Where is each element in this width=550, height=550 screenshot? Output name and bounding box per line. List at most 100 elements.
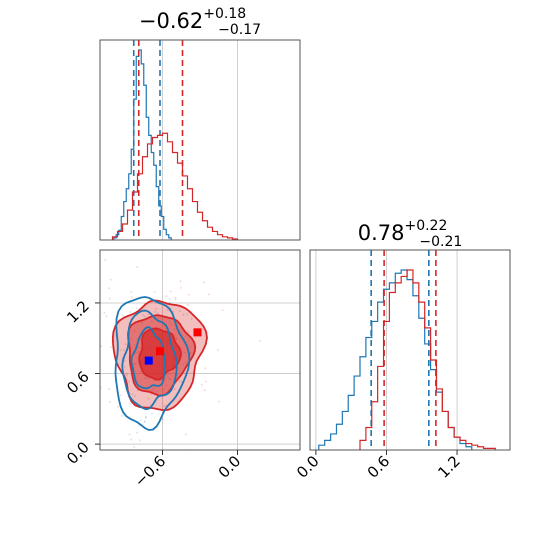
title-lower: −0.17 [218,22,261,38]
joint-sample-point [136,431,139,434]
joint-sample-point [139,419,142,422]
y-marginal-tick-label: 1.2 [434,452,464,482]
joint-sample-point [221,309,224,312]
panel-joint: −0.6 0.0 0.0 0.6 1.2 [63,242,301,495]
joint-sample-point [124,343,127,346]
joint-sample-point [190,317,193,320]
joint-sample-point [143,421,146,424]
joint-contour-1 [130,326,166,390]
joint-sample-point [108,287,111,290]
joint-sample-point [203,281,206,284]
joint-sample-point [182,313,185,316]
joint-sample-point [143,315,146,318]
joint-sample-point [169,290,172,293]
joint-sample-point [165,295,168,298]
joint-marker [144,356,153,365]
joint-sample-point [133,395,136,398]
joint-sample-point [153,242,155,244]
joint-sample-point [147,397,150,400]
joint-y-tick-label: 0.6 [63,368,93,398]
joint-sample-point [121,414,124,417]
joint-sample-point [110,346,113,349]
joint-sample-point [125,374,128,377]
joint-sample-point [143,420,146,423]
joint-sample-point [203,389,206,392]
joint-sample-point [174,298,177,301]
joint-sample-point [147,313,150,316]
joint-sample-point [108,297,111,300]
joint-sample-point [166,308,169,311]
joint-y-tick-label: 0.0 [63,438,93,468]
joint-sample-point [128,433,131,436]
joint-sample-point [130,438,133,441]
joint-sample-point [121,314,124,317]
joint-sample-point [207,293,210,296]
joint-sample-point [123,359,126,362]
joint-sample-point [204,367,207,370]
joint-sample-point [122,348,125,351]
title-value: −0.62 [139,9,203,33]
joint-sample-point [179,310,182,313]
joint-sample-point [103,311,106,314]
joint-sample-point [179,286,182,289]
joint-sample-point [205,380,208,383]
joint-sample-point [144,416,147,419]
panel-y-marginal: 0.0 0.6 1.2 0.78+0.22 −0.21 [293,218,511,482]
joint-sample-point [186,303,189,306]
joint-sample-point [136,265,139,268]
joint-sample-point [153,291,156,294]
joint-sample-point [154,310,157,313]
title-upper: +0.18 [203,6,246,22]
joint-x-tick-label: 0.0 [215,452,245,482]
title-value: 0.78 [358,221,405,245]
joint-sample-point [184,433,187,436]
joint-sample-point [138,439,141,442]
joint-sample-point [131,392,134,395]
joint-sample-point [91,493,93,495]
panel-y-marginal-frame [309,249,511,451]
joint-sample-point [108,387,111,390]
joint-sample-point [123,365,126,368]
joint-sample-point [187,330,190,333]
joint-sample-point [145,415,148,418]
y-marginal-tick-label: 0.0 [293,452,323,482]
joint-sample-point [129,402,132,405]
title-upper: +0.22 [404,218,447,234]
joint-sample-point [125,373,128,376]
joint-sample-point [156,312,159,315]
panel-joint-frame [99,249,301,451]
joint-marker [193,328,202,337]
joint-sample-point [119,394,122,397]
joint-sample-point [108,400,111,403]
joint-sample-point [216,348,219,351]
panel-x-marginal-frame [99,39,301,241]
joint-sample-point [142,314,145,317]
joint-marker [156,347,164,356]
y-marginal-histogram-1 [359,269,496,450]
joint-sample-point [184,372,187,375]
joint-sample-point [144,246,146,248]
joint-sample-point [151,412,154,415]
x-marginal-histogram-1 [111,132,239,240]
joint-contour-1 [114,296,191,431]
joint-sample-point [178,379,181,382]
joint-sample-point [217,400,220,403]
joint-sample-point [187,293,190,296]
joint-sample-point [168,297,171,300]
joint-sample-point [161,418,164,421]
joint-sample-point [135,307,138,310]
joint-sample-point [128,380,131,383]
joint-sample-point [173,388,176,391]
joint-y-tick-label: 1.2 [63,297,93,327]
joint-sample-point [163,405,166,408]
y-marginal-title: 0.78+0.22 −0.21 [358,218,463,250]
joint-sample-point [100,345,103,348]
joint-sample-point [105,315,108,318]
joint-contour-1 [121,309,178,411]
joint-sample-point [133,454,135,456]
joint-sample-point [133,446,136,449]
panel-x-marginal: −0.62+0.18 −0.17 [99,6,301,241]
joint-sample-point [200,383,203,386]
joint-sample-point [155,308,158,311]
